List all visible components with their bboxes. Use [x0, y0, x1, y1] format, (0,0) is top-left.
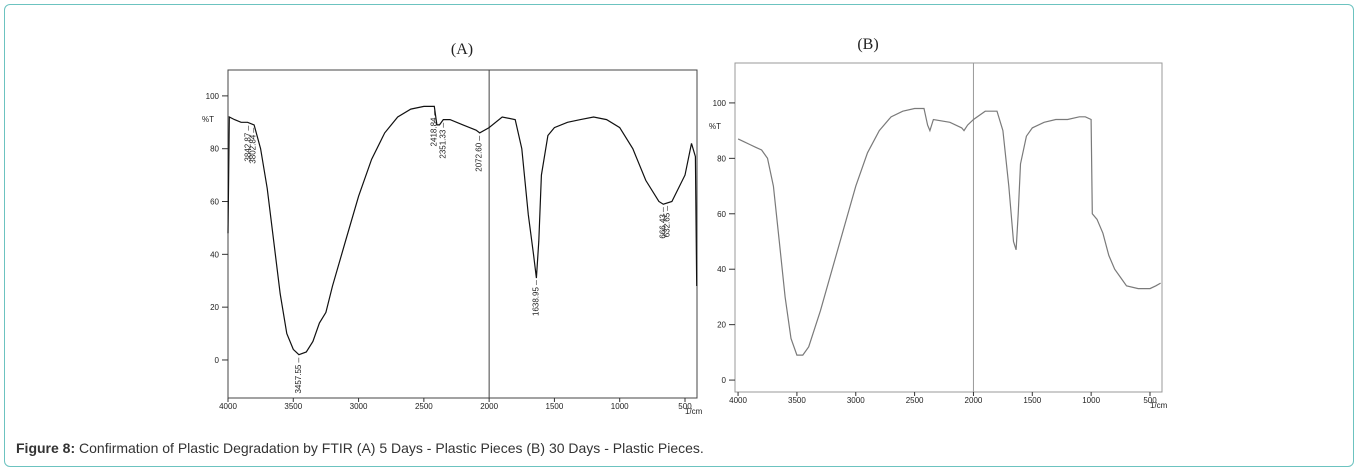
x-tick-label: 3500	[284, 402, 302, 411]
x-tick-label: 2000	[480, 402, 498, 411]
x-tick-label: 1500	[546, 402, 564, 411]
x-tick-label: 4000	[219, 402, 237, 411]
x-tick-label: 1000	[1082, 396, 1100, 405]
y-tick-label: 0	[722, 376, 727, 385]
peak-label: 3457.55	[294, 364, 303, 393]
x-tick-label: 3000	[350, 402, 368, 411]
caption: Figure 8: Confirmation of Plastic Degrad…	[16, 440, 704, 456]
y-tick-label: 60	[717, 210, 726, 219]
x-axis-label: 1/cm	[1150, 401, 1168, 410]
y-tick-label: 60	[210, 198, 219, 207]
y-tick-label: 20	[717, 321, 726, 330]
peak-label: 2072.60	[475, 142, 484, 171]
x-tick-label: 4000	[729, 396, 747, 405]
x-tick-label: 500	[1143, 396, 1157, 405]
y-axis-label: %T	[202, 115, 214, 124]
peak-label: 632.65	[663, 212, 672, 237]
figure-frame	[4, 4, 1354, 467]
peak-label: 3802.84	[249, 134, 258, 163]
peak-label: 3842.87	[244, 132, 253, 161]
x-tick-label: 1500	[1023, 396, 1041, 405]
y-tick-label: 80	[210, 145, 219, 154]
x-tick-label: 3000	[847, 396, 865, 405]
y-tick-label: 100	[713, 99, 727, 108]
peak-label: 2351.33	[438, 129, 447, 158]
x-tick-label: 500	[678, 402, 692, 411]
x-axis-label: 1/cm	[685, 407, 703, 416]
y-axis-label: %T	[709, 122, 721, 131]
spectrum-line	[227, 105, 698, 356]
y-tick-label: 20	[210, 303, 219, 312]
caption-label: Figure 8:	[16, 440, 76, 456]
chart-title: (B)	[857, 36, 878, 53]
y-tick-label: 40	[210, 250, 219, 259]
peak-label: 1638.95	[531, 287, 540, 316]
caption-text: Confirmation of Plastic Degradation by F…	[75, 440, 704, 456]
x-tick-label: 2000	[965, 396, 983, 405]
peak-label: 666.43	[658, 214, 667, 239]
x-tick-label: 2500	[906, 396, 924, 405]
y-tick-label: 80	[717, 154, 726, 163]
x-tick-label: 1000	[611, 402, 629, 411]
plot-frame	[227, 69, 698, 399]
chart-title: (A)	[451, 41, 473, 58]
spectrum-line	[737, 107, 1161, 356]
y-tick-label: 100	[206, 92, 220, 101]
x-tick-label: 2500	[415, 402, 433, 411]
plot-frame	[734, 62, 1163, 393]
y-tick-label: 40	[717, 265, 726, 274]
peak-label: 2418.84	[429, 117, 438, 146]
x-tick-label: 3500	[788, 396, 806, 405]
y-tick-label: 0	[215, 356, 220, 365]
